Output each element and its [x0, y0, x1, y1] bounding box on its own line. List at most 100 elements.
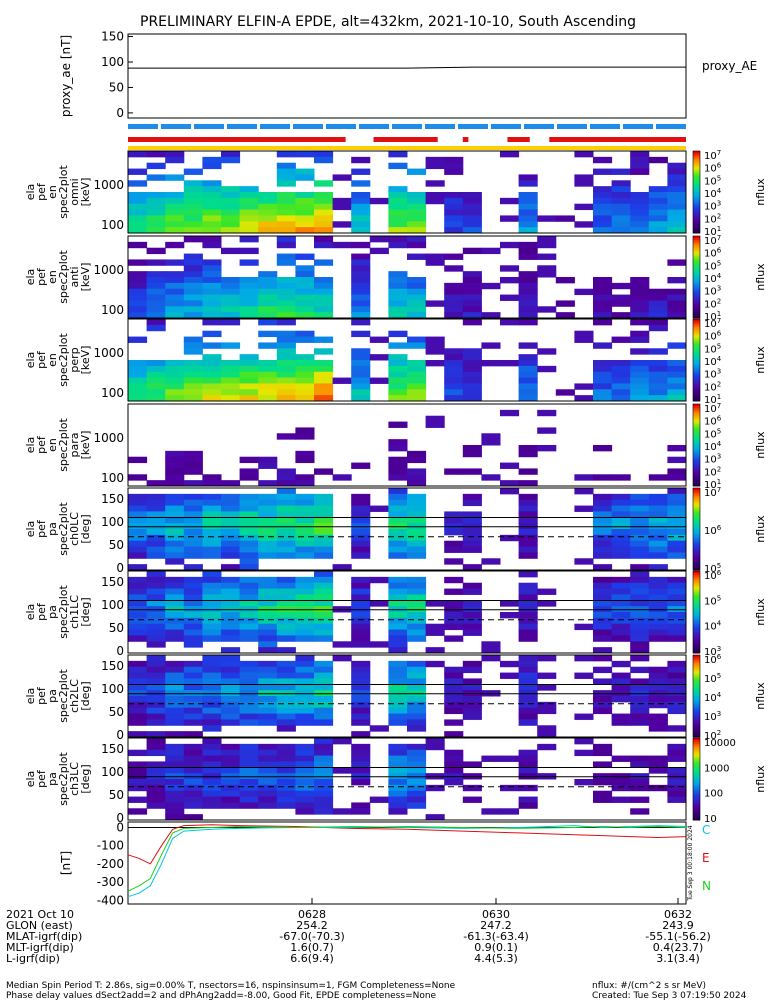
spec-cell: [276, 348, 296, 355]
spec-cell: [574, 672, 594, 679]
spec-cell: [276, 678, 296, 685]
spec-cell: [314, 151, 334, 158]
colorbar-cell: [693, 224, 700, 228]
colorbar-cell: [693, 167, 700, 170]
colorbar-cell: [693, 516, 700, 520]
colorbar-cell: [693, 307, 700, 311]
spec-cell: [407, 365, 427, 373]
spec-cell: [165, 365, 185, 373]
spec-cell: [202, 493, 222, 501]
spec-cell: [276, 236, 296, 243]
spec-cell: [593, 203, 613, 211]
colorbar-cell: [693, 473, 700, 477]
spec-cell: [388, 796, 408, 803]
figure-title: PRELIMINARY ELFIN-A EPDE, alt=432km, 202…: [140, 14, 636, 30]
colorbar-cell: [693, 772, 700, 776]
energy-ytick: 1000: [93, 178, 124, 192]
spec-cell: [183, 802, 203, 809]
spec-frame: [127, 737, 687, 821]
spec-cell: [648, 600, 668, 607]
spec-cell: [183, 450, 203, 458]
spec-cell: [537, 655, 557, 662]
spec-cell: [462, 666, 482, 674]
spec-cell: [276, 336, 296, 343]
spec-cell: [295, 808, 315, 815]
spec-cell: [444, 162, 464, 170]
spec-cell: [407, 192, 427, 199]
spec-cell: [462, 319, 482, 326]
spec-cell: [183, 666, 203, 674]
spec-cell: [351, 180, 371, 187]
spec-cell: [351, 802, 371, 809]
spec-cell: [593, 371, 613, 379]
spec-cell: [648, 719, 668, 726]
spec-cell: [518, 701, 538, 709]
spec-cell: [481, 360, 501, 367]
colorbar-frame: [692, 654, 701, 738]
spec-cell: [239, 300, 259, 307]
colorbar-frame: [692, 570, 701, 654]
spec-cell: [518, 784, 538, 792]
spec-cell: [314, 377, 334, 384]
spec-cell: [481, 808, 501, 815]
spec-cell: [202, 236, 222, 243]
spec-cell: [165, 678, 185, 685]
spec-cell: [295, 767, 315, 774]
fgm-bar-segment: [227, 124, 257, 129]
spec-cell: [407, 300, 427, 307]
spec-cell: [202, 288, 222, 296]
spec-cell: [202, 330, 222, 338]
spec-cell: [444, 666, 464, 674]
spec-cell: [388, 540, 408, 548]
spec-cell: [165, 779, 185, 786]
spec-cell: [648, 761, 668, 768]
colorbar-cell: [693, 357, 700, 361]
mag-line-C: [127, 825, 687, 898]
spec-cell: [518, 354, 538, 361]
spec-cell: [128, 534, 148, 542]
spec-cell: [388, 462, 408, 469]
spec-ylabel-line: en: [46, 438, 59, 452]
spec-cell: [630, 227, 650, 234]
spec-cell: [425, 623, 445, 631]
spec-cell: [593, 511, 613, 518]
spec-cell: [630, 684, 650, 691]
spec-cell: [239, 505, 259, 512]
spec-cell: [128, 209, 148, 216]
spec-cell: [258, 743, 278, 751]
spec-cell: [258, 534, 278, 542]
colorbar-cell: [693, 805, 700, 809]
spec-cell: [407, 713, 427, 720]
spec-cell: [314, 197, 334, 205]
colorbar-cell: [693, 722, 700, 726]
spec-cell: [351, 389, 371, 396]
spec-cell: [183, 192, 203, 199]
colorbar-cell: [693, 597, 700, 601]
spec-cell: [183, 342, 203, 349]
energy-ytick: 1000: [93, 431, 124, 445]
spec-cell: [295, 617, 315, 625]
epde-bar-segment: [549, 137, 686, 142]
spec-cell: [314, 666, 334, 674]
spec-cell: [481, 312, 501, 319]
colorbar-cell: [693, 618, 700, 621]
spec-cell: [258, 540, 278, 548]
colorbar-tick: 107: [704, 486, 721, 499]
colorbar-cell: [693, 669, 700, 672]
colorbar-cell: [693, 640, 700, 644]
spec-cell: [295, 660, 315, 668]
spec-cell: [239, 236, 259, 243]
spec-cell: [425, 336, 445, 343]
spec-cell: [611, 588, 631, 595]
spec-cell: [462, 348, 482, 355]
spec-cell: [314, 594, 334, 601]
colorbar-tick: 107: [704, 402, 721, 415]
spec-cell: [146, 796, 166, 803]
spec-cell: [407, 383, 427, 390]
spec-cell: [611, 499, 631, 507]
spec-cell: [611, 294, 631, 301]
spec-cell: [276, 701, 296, 709]
spec-cell: [518, 450, 538, 458]
spec-cell: [165, 802, 185, 809]
spec-cell: [648, 505, 668, 512]
